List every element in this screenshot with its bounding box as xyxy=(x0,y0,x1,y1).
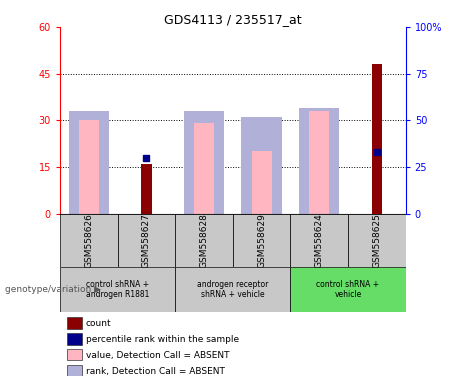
Bar xyxy=(184,111,224,214)
Bar xyxy=(79,120,99,214)
Bar xyxy=(252,151,272,214)
Bar xyxy=(67,365,83,376)
Bar xyxy=(69,111,109,214)
Bar xyxy=(67,318,83,329)
Text: GSM558627: GSM558627 xyxy=(142,213,151,268)
Title: GDS4113 / 235517_at: GDS4113 / 235517_at xyxy=(164,13,301,26)
Bar xyxy=(299,108,339,214)
Bar xyxy=(233,214,290,267)
Bar xyxy=(290,267,406,312)
Bar xyxy=(67,333,83,345)
Bar xyxy=(242,117,282,214)
Bar xyxy=(67,349,83,360)
Bar xyxy=(290,214,348,267)
Bar xyxy=(60,214,118,267)
Text: rank, Detection Call = ABSENT: rank, Detection Call = ABSENT xyxy=(86,367,225,376)
Text: GSM558628: GSM558628 xyxy=(200,213,208,268)
Bar xyxy=(348,214,406,267)
Text: androgen receptor
shRNA + vehicle: androgen receptor shRNA + vehicle xyxy=(197,280,268,299)
Text: count: count xyxy=(86,319,112,328)
Text: control shRNA +
androgen R1881: control shRNA + androgen R1881 xyxy=(86,280,149,299)
Text: value, Detection Call = ABSENT: value, Detection Call = ABSENT xyxy=(86,351,230,360)
Bar xyxy=(60,267,175,312)
Bar xyxy=(141,164,152,214)
Bar xyxy=(194,123,214,214)
Text: GSM558626: GSM558626 xyxy=(84,213,93,268)
Bar xyxy=(175,214,233,267)
Text: control shRNA +
vehicle: control shRNA + vehicle xyxy=(317,280,379,299)
Bar xyxy=(372,64,382,214)
Bar xyxy=(309,111,329,214)
Text: percentile rank within the sample: percentile rank within the sample xyxy=(86,335,239,344)
Text: GSM558625: GSM558625 xyxy=(372,213,381,268)
Bar xyxy=(175,267,290,312)
Text: GSM558624: GSM558624 xyxy=(315,213,324,268)
Bar xyxy=(118,214,175,267)
Text: GSM558629: GSM558629 xyxy=(257,213,266,268)
Text: genotype/variation ▶: genotype/variation ▶ xyxy=(5,285,100,294)
